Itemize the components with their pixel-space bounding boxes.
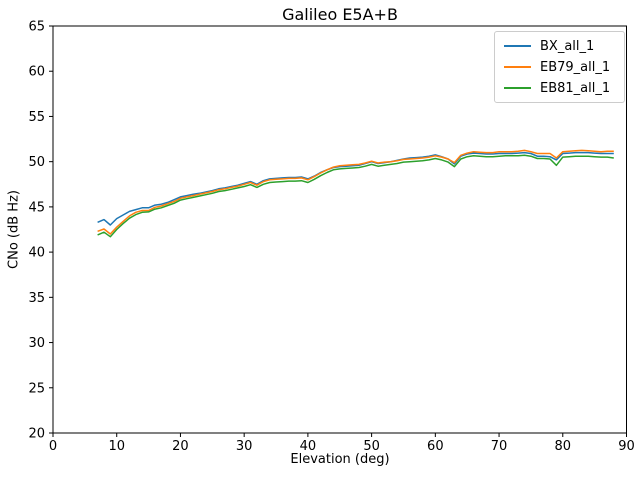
axes-spines — [52, 25, 627, 434]
y-tick-label: 25 — [28, 381, 45, 396]
chart-title: Galileo E5A+B — [282, 5, 398, 24]
legend-label: BX_all_1 — [540, 38, 595, 54]
legend-entry: BX_all_1 — [504, 38, 616, 54]
legend-line-sample — [504, 66, 531, 68]
y-tick-label: 45 — [28, 200, 45, 215]
x-tick-label: 70 — [491, 439, 508, 454]
x-tick-label: 80 — [555, 439, 572, 454]
legend-label: EB81_all_1 — [540, 80, 611, 96]
y-axis-label: CNo (dB Hz) — [6, 190, 22, 269]
y-tick-label: 50 — [28, 155, 45, 170]
x-tick-label: 50 — [363, 439, 380, 454]
x-tick-label: 60 — [427, 439, 444, 454]
legend-entry: EB79_all_1 — [504, 59, 616, 75]
x-tick-label: 10 — [108, 439, 125, 454]
series-line-EB79_all_1 — [97, 149, 614, 235]
y-tick-label: 35 — [28, 291, 45, 306]
x-axis-label: Elevation (deg) — [290, 452, 390, 467]
y-tick-label: 30 — [28, 336, 45, 351]
legend-label: EB79_all_1 — [540, 59, 611, 75]
legend-line-sample — [504, 87, 531, 89]
series-line-BX_all_1 — [97, 151, 614, 226]
y-tick-label: 55 — [28, 110, 45, 125]
y-tick-label: 20 — [28, 427, 45, 442]
y-tick-label: 40 — [28, 246, 45, 261]
x-tick-label: 20 — [172, 439, 189, 454]
legend-line-sample — [504, 45, 531, 47]
y-tick-label: 60 — [28, 65, 45, 80]
legend: BX_all_1 EB79_all_1 EB81_all_1 — [494, 31, 625, 103]
x-tick-label: 90 — [618, 439, 635, 454]
y-tick-label: 65 — [28, 20, 45, 35]
series-line-EB81_all_1 — [97, 154, 614, 238]
x-tick-label: 40 — [300, 439, 317, 454]
legend-entry: EB81_all_1 — [504, 80, 616, 96]
x-tick-label: 0 — [49, 439, 57, 454]
x-tick-label: 30 — [236, 439, 253, 454]
